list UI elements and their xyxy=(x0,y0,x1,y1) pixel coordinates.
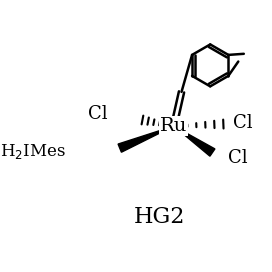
Text: H$_2$IMes: H$_2$IMes xyxy=(0,142,66,161)
Polygon shape xyxy=(174,126,215,156)
Polygon shape xyxy=(118,126,174,152)
Text: Cl: Cl xyxy=(228,149,248,167)
Text: Cl: Cl xyxy=(233,114,253,132)
Text: Ru: Ru xyxy=(160,117,187,135)
Text: Cl: Cl xyxy=(88,105,108,123)
Text: HG2: HG2 xyxy=(134,206,185,228)
